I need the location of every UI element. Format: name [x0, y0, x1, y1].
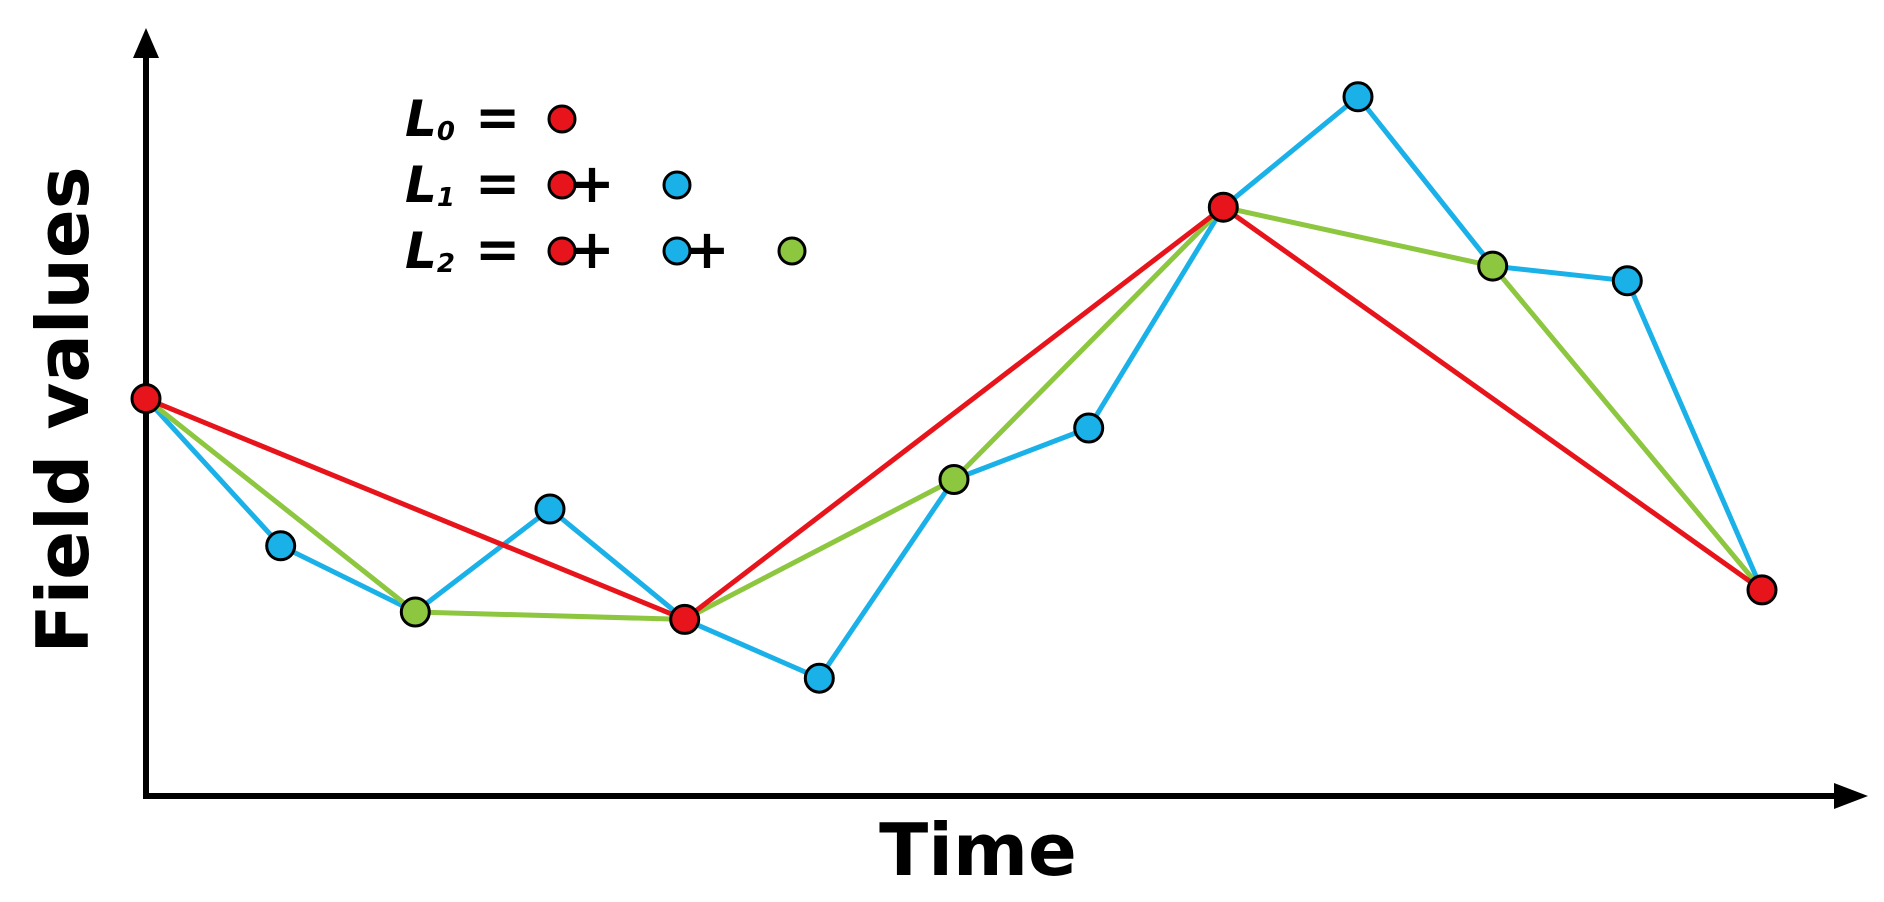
legend-level-subscript: 2 [437, 249, 455, 279]
legend-level-label: L2 [405, 222, 455, 280]
legend: L0 =L1 = +L2 = + + [405, 86, 807, 281]
legend-dot-level1 [662, 236, 692, 266]
data-point-level0-8 [1207, 191, 1239, 223]
legend-dot-level0 [547, 104, 577, 134]
data-points [130, 81, 1778, 694]
series-line-l0 [143, 204, 1765, 622]
data-point-level1-9 [1342, 81, 1374, 113]
legend-level-subscript: 1 [437, 183, 455, 213]
x-axis-label: Time [879, 808, 1077, 892]
data-point-level2-6 [938, 464, 970, 495]
legend-level-label: L0 [405, 90, 455, 148]
legend-row-2: L2 = + + [405, 218, 807, 281]
data-point-level2-2 [399, 596, 431, 628]
x-axis-arrowhead [1834, 783, 1868, 809]
data-point-level1-7 [1073, 412, 1105, 444]
y-axis-label: Field values [21, 166, 105, 653]
data-point-level0-4 [669, 603, 701, 635]
series-lines [143, 94, 1765, 681]
legend-plus: + [569, 152, 614, 215]
legend-row-0: L0 = [405, 86, 577, 149]
legend-equals: = [475, 152, 520, 215]
axes [133, 28, 1868, 809]
data-point-level0-0 [130, 383, 162, 415]
legend-row-1: L1 = + [405, 152, 692, 215]
legend-dot-level0 [547, 236, 577, 266]
data-point-level1-5 [803, 662, 835, 694]
data-point-level2-10 [1477, 250, 1509, 282]
legend-level-subscript: 0 [437, 117, 455, 147]
legend-equals: = [475, 218, 520, 281]
data-point-level1-11 [1611, 265, 1643, 297]
legend-plus: + [569, 218, 614, 281]
legend-dot-level1 [662, 170, 692, 200]
data-point-level0-12 [1746, 574, 1778, 606]
data-point-level1-3 [534, 493, 566, 525]
legend-level-label: L1 [405, 156, 455, 214]
legend-dot-level2 [777, 236, 807, 266]
legend-plus: + [684, 218, 729, 281]
data-point-level1-1 [265, 530, 297, 562]
legend-equals: = [475, 86, 520, 149]
legend-dot-level0 [547, 170, 577, 200]
y-axis-arrowhead [133, 28, 159, 58]
